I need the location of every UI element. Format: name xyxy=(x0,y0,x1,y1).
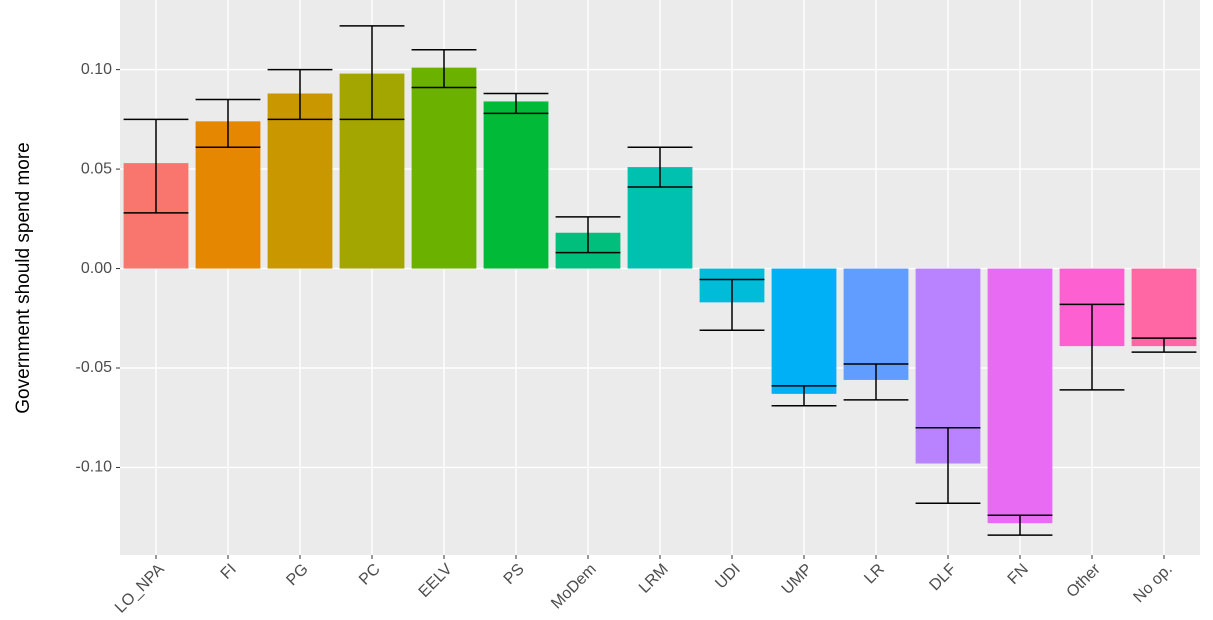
bar xyxy=(411,67,477,269)
bar xyxy=(771,268,837,394)
x-tick-label: No op. xyxy=(1130,561,1175,606)
x-tick-label: UDI xyxy=(712,561,744,593)
bar xyxy=(483,101,549,269)
x-tick-label: UMP xyxy=(779,561,816,598)
x-tick-label: FI xyxy=(218,561,240,583)
x-tick-label: PG xyxy=(283,561,311,589)
y-tick-label: 0.00 xyxy=(81,260,112,277)
x-tick-label: EELV xyxy=(416,561,456,601)
bar xyxy=(987,268,1053,524)
x-tick-label: PS xyxy=(501,561,528,588)
x-tick-label: DLF xyxy=(926,561,960,595)
x-tick-label: LRM xyxy=(636,561,672,597)
x-tick-label: FN xyxy=(1005,561,1032,588)
x-tick-label: LR xyxy=(861,561,887,587)
x-tick-label: Other xyxy=(1063,560,1104,601)
y-tick-label: -0.10 xyxy=(76,459,113,476)
x-tick-label: MoDem xyxy=(548,561,600,613)
bar xyxy=(267,93,333,269)
x-tick-label: LO_NPA xyxy=(112,561,168,617)
y-tick-label: 0.10 xyxy=(81,61,112,78)
y-axis-title: Government should spend more xyxy=(13,142,34,413)
y-tick-label: -0.05 xyxy=(76,359,113,376)
y-tick-label: 0.05 xyxy=(81,160,112,177)
bar xyxy=(843,268,909,380)
x-tick-label: PC xyxy=(356,561,384,589)
bar xyxy=(1131,268,1197,347)
